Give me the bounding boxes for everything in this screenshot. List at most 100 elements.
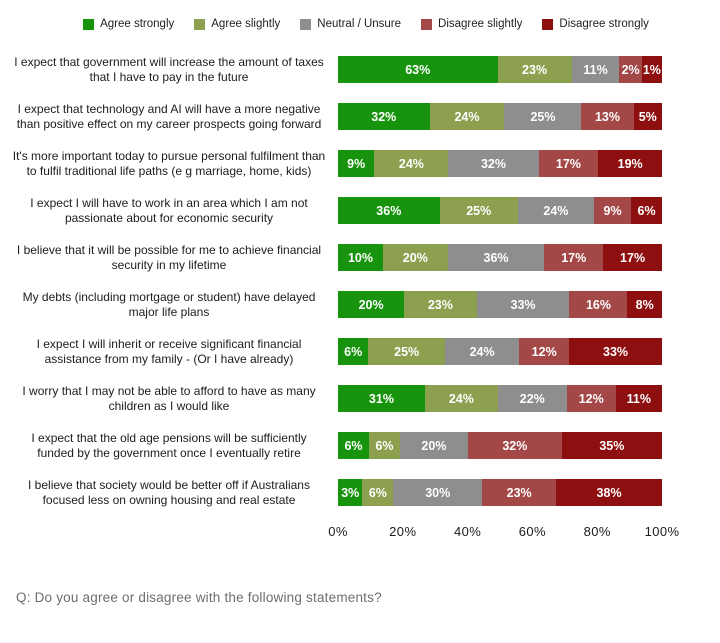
chart-rows: I expect that government will increase t… xyxy=(12,46,720,516)
chart-row: I believe that society would be better o… xyxy=(12,469,720,516)
segment-value: 5% xyxy=(638,109,657,124)
segment-value: 17% xyxy=(555,156,581,171)
segment-value: 32% xyxy=(502,438,528,453)
legend-item-disagree-strongly: Disagree strongly xyxy=(542,18,649,30)
segment-value: 32% xyxy=(480,156,506,171)
segment-value: 31% xyxy=(368,391,394,406)
bar-segment-agree-slightly: 25% xyxy=(439,197,518,224)
x-axis-tick: 20% xyxy=(389,524,417,539)
bar-segment-neutral-unsure: 22% xyxy=(497,385,567,412)
segment-value: 30% xyxy=(425,485,451,500)
bar-segment-agree-slightly: 24% xyxy=(424,385,498,412)
bar-segment-disagree-slightly: 12% xyxy=(519,338,570,365)
statement-label: I expect that government will increase t… xyxy=(14,55,324,84)
bar-segment-disagree-slightly: 17% xyxy=(538,150,599,177)
segment-value: 6% xyxy=(344,438,363,453)
bar-segment-agree-strongly: 9% xyxy=(338,150,375,177)
legend-label: Disagree slightly xyxy=(438,18,523,30)
chart-row: I expect that government will increase t… xyxy=(12,46,720,93)
x-axis-tick: 100% xyxy=(644,524,680,539)
segment-value: 23% xyxy=(427,297,453,312)
bar-segment-disagree-slightly: 9% xyxy=(593,197,632,224)
legend-swatch-neutral-unsure xyxy=(300,18,312,30)
stacked-bar: 6% 6% 20% 32% 35% xyxy=(338,432,662,459)
stacked-bar: 10% 20% 36% 17% 17% xyxy=(338,244,662,271)
bar-segment-disagree-strongly: 5% xyxy=(633,103,662,130)
segment-value: 20% xyxy=(421,438,447,453)
stacked-bar: 20% 23% 33% 16% 8% xyxy=(338,291,662,318)
x-axis-tick: 40% xyxy=(453,524,482,539)
segment-value: 22% xyxy=(519,391,545,406)
legend-swatch-disagree-strongly xyxy=(542,18,554,30)
segment-value: 63% xyxy=(405,62,431,77)
bar-segment-neutral-unsure: 36% xyxy=(447,244,545,271)
segment-value: 32% xyxy=(371,109,397,124)
stacked-bar: 6% 25% 24% 12% 33% xyxy=(338,338,662,365)
legend-item-disagree-slightly: Disagree slightly xyxy=(421,18,522,30)
bar-segment-agree-slightly: 20% xyxy=(382,244,448,271)
segment-value: 33% xyxy=(510,297,536,312)
bar-segment-agree-strongly: 3% xyxy=(338,479,363,506)
legend-item-agree-strongly: Agree strongly xyxy=(83,18,174,30)
bar-segment-agree-strongly: 31% xyxy=(338,385,425,412)
bar-segment-agree-strongly: 63% xyxy=(338,56,498,83)
bar-segment-agree-slightly: 24% xyxy=(429,103,505,130)
bar-segment-neutral-unsure: 24% xyxy=(517,197,594,224)
segment-value: 10% xyxy=(347,250,373,265)
segment-value: 12% xyxy=(578,391,604,406)
chart-row: I expect I will have to work in an area … xyxy=(12,187,720,234)
segment-value: 9% xyxy=(603,203,622,218)
bar-segment-agree-slightly: 6% xyxy=(362,479,394,506)
legend: Agree strongly Agree slightly Neutral / Un… xyxy=(12,18,720,30)
bar-segment-disagree-strongly: 11% xyxy=(615,385,662,412)
segment-value: 38% xyxy=(596,485,622,500)
statement-label: I expect that technology and AI will hav… xyxy=(16,102,322,131)
bar-segment-neutral-unsure: 24% xyxy=(444,338,520,365)
bar-segment-agree-strongly: 10% xyxy=(338,244,383,271)
bar-segment-agree-strongly: 36% xyxy=(338,197,440,224)
bar-segment-neutral-unsure: 25% xyxy=(504,103,582,130)
segment-value: 35% xyxy=(599,438,625,453)
x-axis: 0% 20% 40% 60% 80% 100% xyxy=(12,524,720,544)
bar-segment-disagree-strongly: 38% xyxy=(556,479,662,506)
legend-item-agree-slightly: Agree slightly xyxy=(194,18,280,30)
chart-row: It's more important today to pursue pers… xyxy=(12,140,720,187)
bar-segment-agree-slightly: 6% xyxy=(368,432,400,459)
chart-row: I expect that the old age pensions will … xyxy=(12,422,720,469)
bar-segment-agree-strongly: 6% xyxy=(338,432,369,459)
segment-value: 20% xyxy=(402,250,428,265)
bar-segment-disagree-slightly: 13% xyxy=(581,103,634,130)
bar-segment-disagree-strongly: 1% xyxy=(641,56,663,83)
bar-segment-disagree-strongly: 33% xyxy=(569,338,662,365)
segment-value: 24% xyxy=(448,391,474,406)
stacked-bar: 36% 25% 24% 9% 6% xyxy=(338,197,662,224)
statement-label: My debts (including mortgage or student)… xyxy=(22,290,316,319)
bar-segment-disagree-slightly: 23% xyxy=(482,479,557,506)
legend-label: Agree slightly xyxy=(211,18,281,30)
legend-item-neutral-unsure: Neutral / Unsure xyxy=(300,18,401,30)
legend-label: Disagree strongly xyxy=(559,18,649,30)
stacked-bar: 9% 24% 32% 17% 19% xyxy=(338,150,663,177)
legend-swatch-disagree-slightly xyxy=(421,18,433,30)
stacked-bar: 31% 24% 22% 12% 11% xyxy=(338,385,662,412)
legend-label: Neutral / Unsure xyxy=(317,18,402,30)
bar-segment-neutral-unsure: 33% xyxy=(476,291,570,318)
x-axis-tick: 60% xyxy=(518,524,547,539)
x-axis-tick: 0% xyxy=(328,524,348,539)
segment-value: 8% xyxy=(635,297,654,312)
statement-label: I expect I will have to work in an area … xyxy=(30,196,308,225)
bar-segment-neutral-unsure: 20% xyxy=(399,432,468,459)
bar-segment-disagree-strongly: 6% xyxy=(631,197,662,224)
segment-value: 9% xyxy=(347,156,366,171)
segment-value: 12% xyxy=(531,344,557,359)
chart-row: I believe that it will be possible for m… xyxy=(12,234,720,281)
statement-label: I believe that it will be possible for m… xyxy=(16,243,322,272)
segment-value: 25% xyxy=(530,109,556,124)
segment-value: 23% xyxy=(506,485,532,500)
bar-segment-disagree-strongly: 35% xyxy=(561,432,662,459)
bar-segment-disagree-strongly: 8% xyxy=(627,291,662,318)
segment-value: 19% xyxy=(617,156,643,171)
segment-value: 24% xyxy=(398,156,424,171)
segment-value: 25% xyxy=(466,203,492,218)
